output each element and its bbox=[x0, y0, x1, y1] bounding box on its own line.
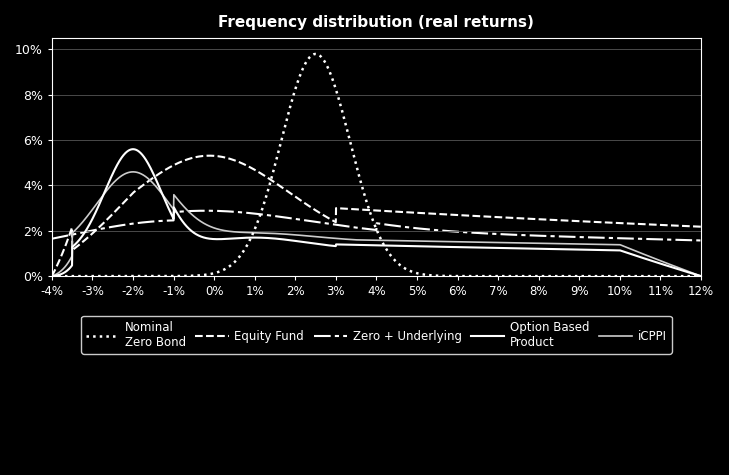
Legend: Nominal
Zero Bond, Equity Fund, Zero + Underlying, Option Based
Product, iCPPI: Nominal Zero Bond, Equity Fund, Zero + U… bbox=[81, 316, 671, 353]
Title: Frequency distribution (real returns): Frequency distribution (real returns) bbox=[219, 15, 534, 30]
